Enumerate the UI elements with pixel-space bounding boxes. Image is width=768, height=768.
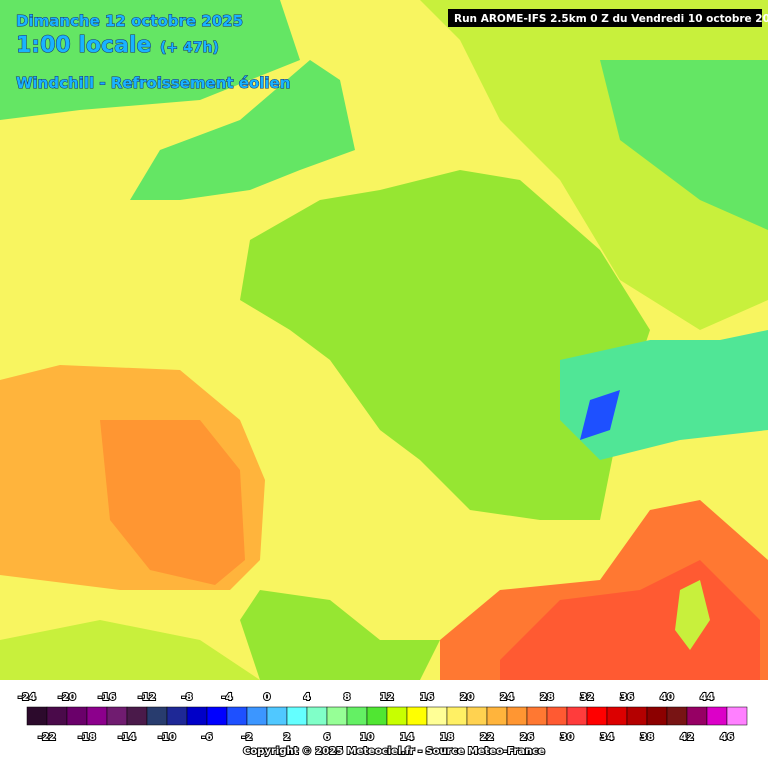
legend-label: -6 bbox=[201, 732, 212, 743]
legend-cell bbox=[626, 706, 648, 726]
legend-cell bbox=[686, 706, 708, 726]
legend-label: 40 bbox=[660, 692, 674, 703]
legend-cell bbox=[26, 706, 48, 726]
legend-label: 20 bbox=[460, 692, 474, 703]
legend-cell bbox=[426, 706, 448, 726]
atlantic-warmer bbox=[100, 420, 245, 585]
legend-cell bbox=[66, 706, 88, 726]
legend-cell bbox=[666, 706, 688, 726]
legend-cell bbox=[226, 706, 248, 726]
legend-label: -20 bbox=[58, 692, 76, 703]
legend-label: -14 bbox=[118, 732, 136, 743]
legend-label: -2 bbox=[241, 732, 252, 743]
legend-label: -8 bbox=[181, 692, 192, 703]
germany bbox=[600, 60, 768, 230]
alps bbox=[560, 330, 768, 460]
legend-label: 14 bbox=[400, 732, 414, 743]
legend-label: 18 bbox=[440, 732, 454, 743]
legend-cell bbox=[726, 706, 748, 726]
legend-label: 2 bbox=[284, 732, 291, 743]
run-box bbox=[448, 9, 762, 27]
scotland-wales bbox=[0, 0, 300, 120]
legend-cell bbox=[346, 706, 368, 726]
legend-cell bbox=[366, 706, 388, 726]
alps-peaks bbox=[580, 390, 620, 440]
legend-label: 4 bbox=[304, 692, 311, 703]
legend-cell bbox=[246, 706, 268, 726]
france-north-east bbox=[240, 170, 650, 520]
legend-label: -16 bbox=[98, 692, 116, 703]
corsica bbox=[675, 580, 710, 650]
legend-label: 16 bbox=[420, 692, 434, 703]
legend-cell bbox=[186, 706, 208, 726]
legend-label: 24 bbox=[500, 692, 514, 703]
legend-label: 44 bbox=[700, 692, 714, 703]
date: Dimanche 12 octobre 2025 bbox=[16, 12, 243, 30]
spain-north bbox=[0, 620, 260, 680]
legend-label: 10 bbox=[360, 732, 374, 743]
legend-label: 46 bbox=[720, 732, 734, 743]
legend-cell bbox=[166, 706, 188, 726]
legend-cell bbox=[126, 706, 148, 726]
legend-cell bbox=[326, 706, 348, 726]
legend-cell bbox=[106, 706, 128, 726]
legend: -24-22-20-18-16-14-12-10-8-6-4-202468101… bbox=[17, 691, 748, 744]
legend-label: -10 bbox=[158, 732, 176, 743]
legend-cell bbox=[606, 706, 628, 726]
legend-label: 8 bbox=[344, 692, 351, 703]
legend-label: 28 bbox=[540, 692, 554, 703]
time: 1:00 locale bbox=[16, 33, 151, 58]
legend-label: 30 bbox=[560, 732, 574, 743]
legend-cell bbox=[266, 706, 288, 726]
legend-cell bbox=[526, 706, 548, 726]
legend-label: 12 bbox=[380, 692, 394, 703]
legend-label: 6 bbox=[324, 732, 331, 743]
pyrenees bbox=[240, 590, 440, 680]
legend-label: 42 bbox=[680, 732, 694, 743]
legend-cell bbox=[566, 706, 588, 726]
legend-cell bbox=[486, 706, 508, 726]
legend-label: -24 bbox=[18, 692, 36, 703]
legend-label: -22 bbox=[38, 732, 56, 743]
copyright: Copyright © 2025 Meteociel.fr - Source M… bbox=[243, 746, 545, 757]
run-info: Run AROME-IFS 2.5km 0 Z du Vendredi 10 o… bbox=[454, 13, 768, 25]
legend-cell bbox=[586, 706, 608, 726]
lead-time: (+ 47h) bbox=[160, 40, 219, 56]
legend-cell bbox=[146, 706, 168, 726]
legend-label: 22 bbox=[480, 732, 494, 743]
legend-label: 38 bbox=[640, 732, 654, 743]
legend-cell bbox=[386, 706, 408, 726]
legend-cell bbox=[286, 706, 308, 726]
legend-cell bbox=[46, 706, 68, 726]
legend-cell bbox=[706, 706, 728, 726]
parameter: Windchill - Refroissement éolien bbox=[16, 74, 290, 92]
legend-label: 32 bbox=[580, 692, 594, 703]
legend-label: -18 bbox=[78, 732, 96, 743]
legend-cell bbox=[466, 706, 488, 726]
legend-label: 36 bbox=[620, 692, 634, 703]
legend-cell bbox=[446, 706, 468, 726]
legend-cell bbox=[546, 706, 568, 726]
legend-cell bbox=[646, 706, 668, 726]
england bbox=[130, 60, 355, 200]
legend-label: -4 bbox=[221, 692, 232, 703]
legend-label: 0 bbox=[264, 692, 271, 703]
legend-label: -12 bbox=[138, 692, 156, 703]
legend-cell bbox=[306, 706, 328, 726]
legend-cell bbox=[506, 706, 528, 726]
legend-cell bbox=[406, 706, 428, 726]
legend-label: 34 bbox=[600, 732, 614, 743]
legend-cell bbox=[86, 706, 108, 726]
legend-cell bbox=[206, 706, 228, 726]
legend-label: 26 bbox=[520, 732, 534, 743]
